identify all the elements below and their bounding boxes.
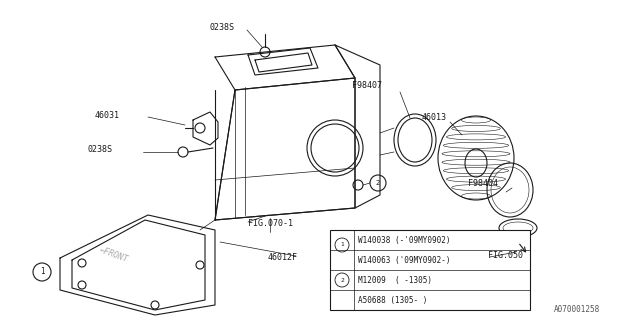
Text: A070001258: A070001258 <box>554 306 600 315</box>
Text: 1: 1 <box>40 268 44 276</box>
Text: F98407: F98407 <box>352 81 382 90</box>
Text: 0238S: 0238S <box>87 146 112 155</box>
Text: W140038 (-'09MY0902): W140038 (-'09MY0902) <box>358 236 451 244</box>
Text: 46031: 46031 <box>95 110 120 119</box>
Text: ←FRONT: ←FRONT <box>98 246 129 264</box>
Text: 0238S: 0238S <box>210 23 235 33</box>
Text: 2: 2 <box>340 277 344 283</box>
Text: F98404: F98404 <box>468 179 498 188</box>
FancyBboxPatch shape <box>330 230 530 310</box>
Text: M12009  ( -1305): M12009 ( -1305) <box>358 276 432 284</box>
Text: 2: 2 <box>376 180 380 186</box>
Text: W140063 ('09MY0902-): W140063 ('09MY0902-) <box>358 255 451 265</box>
Text: 46012F: 46012F <box>268 252 298 261</box>
Text: 1: 1 <box>340 243 344 247</box>
Text: FIG.050: FIG.050 <box>488 251 523 260</box>
Text: FIG.070-1: FIG.070-1 <box>248 219 293 228</box>
Text: 46013: 46013 <box>422 114 447 123</box>
Text: A50688 (1305- ): A50688 (1305- ) <box>358 295 428 305</box>
